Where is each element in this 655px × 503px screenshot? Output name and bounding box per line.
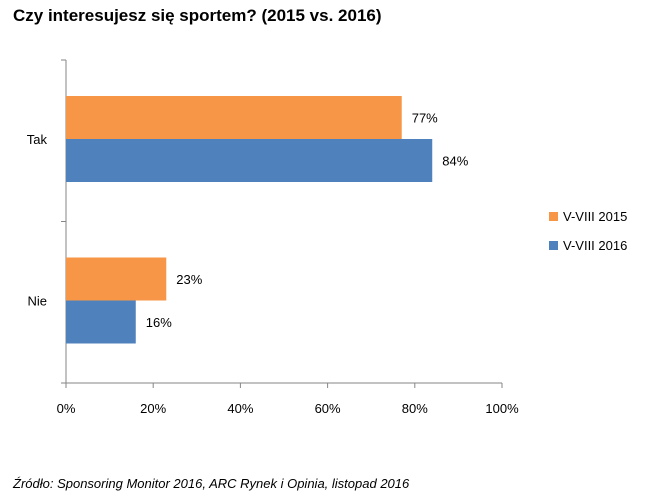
bar xyxy=(66,300,136,344)
chart-labels: 77% 23% 84% 16% xyxy=(146,111,469,331)
x-tick-label: 80% xyxy=(402,401,428,416)
legend-item-2016: V-VIII 2016 xyxy=(549,237,627,253)
chart-bars xyxy=(66,96,433,344)
x-tick-label: 60% xyxy=(315,401,341,416)
x-tick-label: 20% xyxy=(140,401,166,416)
legend-label-2015: V-VIII 2015 xyxy=(563,208,628,224)
legend-swatch-2016 xyxy=(549,240,558,250)
chart-axes: 0% 20% 40% 60% 80% 100% Tak Nie xyxy=(27,59,519,416)
source-note: Źródło: Sponsoring Monitor 2016, ARC Ryn… xyxy=(13,476,410,491)
chart-legend: V-VIII 2015 V-VIII 2016 xyxy=(549,208,627,266)
data-label: 23% xyxy=(176,272,202,287)
legend-swatch-2015 xyxy=(549,211,558,221)
legend-item-2015: V-VIII 2015 xyxy=(549,208,627,224)
bar xyxy=(66,139,433,182)
bar xyxy=(66,96,402,139)
x-tick-label: 0% xyxy=(57,401,76,416)
data-label: 16% xyxy=(146,315,172,330)
x-tick-label: 40% xyxy=(227,401,253,416)
legend-label-2016: V-VIII 2016 xyxy=(563,237,628,253)
category-label: Tak xyxy=(27,132,48,147)
x-tick-label: 100% xyxy=(485,401,519,416)
category-label: Nie xyxy=(27,294,47,309)
data-label: 84% xyxy=(442,154,468,169)
chart-title: Czy interesujesz się sportem? (2015 vs. … xyxy=(13,6,382,25)
data-label: 77% xyxy=(412,111,438,126)
bar xyxy=(66,257,167,301)
